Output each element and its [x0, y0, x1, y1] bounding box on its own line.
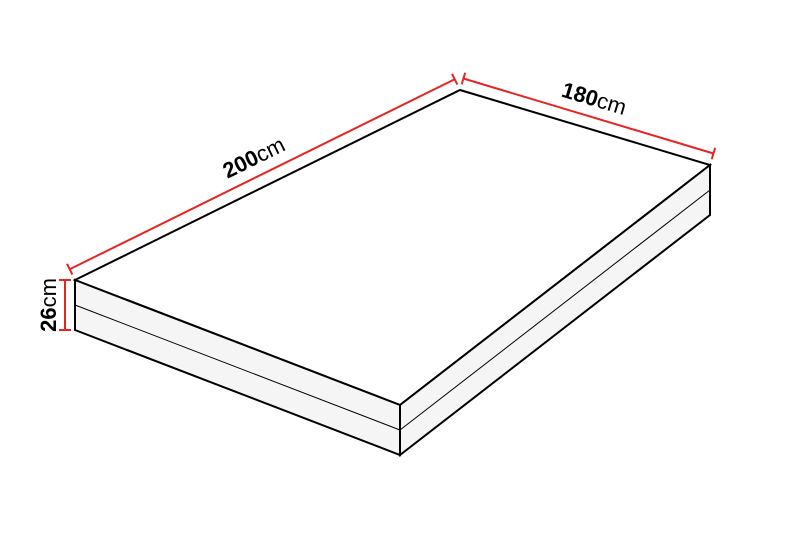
height-value: 26: [36, 307, 61, 331]
dimension-label-height: 26cm: [36, 278, 62, 332]
height-unit: cm: [36, 278, 61, 307]
mattress-diagram: [0, 0, 800, 533]
diagram-stage: 200cm 180cm 26cm: [0, 0, 800, 533]
